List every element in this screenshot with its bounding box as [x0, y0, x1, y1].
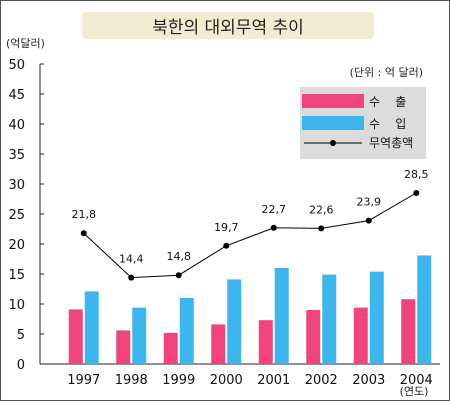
legend-label-export: 수 출	[369, 95, 406, 109]
total-point-2002	[318, 225, 325, 232]
y-tick-label-50: 50	[8, 58, 25, 73]
x-axis-label: (연도)	[400, 385, 429, 398]
chart-title: 북한의 대외무역 추이	[82, 12, 374, 39]
x-tick-label-1997: 1997	[67, 373, 100, 388]
y-tick-label-0: 0	[17, 358, 25, 373]
x-tick-label-1998: 1998	[115, 373, 148, 388]
y-tick-label-5: 5	[17, 328, 25, 343]
x-tick-label-2002: 2002	[305, 373, 338, 388]
total-point-1999	[175, 272, 182, 279]
bar-import-2001	[274, 268, 289, 364]
y-tick-label-40: 40	[8, 118, 25, 133]
bar-export-2003	[353, 307, 368, 364]
y-tick-label-35: 35	[8, 148, 25, 163]
x-tick-label-2004: 2004	[400, 373, 433, 388]
y-tick-label-10: 10	[8, 298, 25, 313]
total-point-1997	[80, 230, 87, 237]
total-point-1998	[128, 274, 135, 281]
total-label-2002: 22,6	[309, 203, 334, 216]
bar-import-2004	[417, 255, 432, 364]
legend-label-total: 무역총액	[369, 136, 413, 150]
y-tick-label-25: 25	[8, 208, 25, 223]
total-label-1999: 14,8	[167, 250, 192, 263]
bar-export-2002	[306, 310, 321, 364]
total-line-path	[83, 192, 417, 279]
bar-import-1999	[179, 298, 194, 364]
bar-export-2000	[211, 324, 226, 364]
bar-export-1999	[163, 332, 178, 364]
legend-swatch-import	[302, 116, 364, 130]
legend-swatch-export	[302, 94, 364, 108]
bar-import-1998	[132, 307, 147, 364]
bars	[68, 255, 432, 364]
y-axis-label: (억달러)	[6, 37, 45, 50]
y-tick-label-30: 30	[8, 178, 25, 193]
total-point-2003	[365, 217, 372, 224]
bar-import-2003	[369, 271, 384, 364]
total-point-2004	[413, 190, 420, 196]
x-tick-label-2003: 2003	[352, 373, 385, 388]
total-label-2003: 23,9	[357, 196, 382, 209]
bar-import-2002	[322, 274, 337, 364]
total-label-1998: 14,4	[119, 253, 144, 266]
x-tick-label-2001: 2001	[257, 373, 290, 388]
y-tick-label-20: 20	[8, 238, 25, 253]
total-line: 21,8 14,4 14,8 19,7 22,7 22,6 23,9 28,5	[72, 168, 429, 281]
bar-export-1997	[68, 309, 83, 364]
bar-export-2004	[401, 299, 416, 364]
total-point-2000	[223, 242, 230, 249]
bar-export-2001	[258, 320, 273, 364]
total-point-2001	[270, 224, 277, 231]
bar-export-1998	[116, 330, 131, 364]
x-tick-label-2000: 2000	[210, 373, 243, 388]
bar-import-1997	[84, 291, 99, 364]
bar-import-2000	[227, 279, 242, 364]
legend: (단위 : 억 달러) 수 출 수 입 무역총액	[300, 66, 426, 159]
legend-marker-total	[330, 140, 336, 146]
total-label-2001: 22,7	[262, 203, 287, 216]
x-tick-label-1999: 1999	[162, 373, 195, 388]
total-label-2004: 28,5	[404, 168, 429, 181]
total-label-1997: 21,8	[72, 208, 97, 221]
y-tick-label-45: 45	[8, 88, 25, 103]
unit-note: (단위 : 억 달러)	[350, 66, 423, 79]
y-tick-label-15: 15	[8, 268, 25, 283]
total-label-2000: 19,7	[214, 221, 239, 234]
legend-label-import: 수 입	[369, 117, 406, 131]
